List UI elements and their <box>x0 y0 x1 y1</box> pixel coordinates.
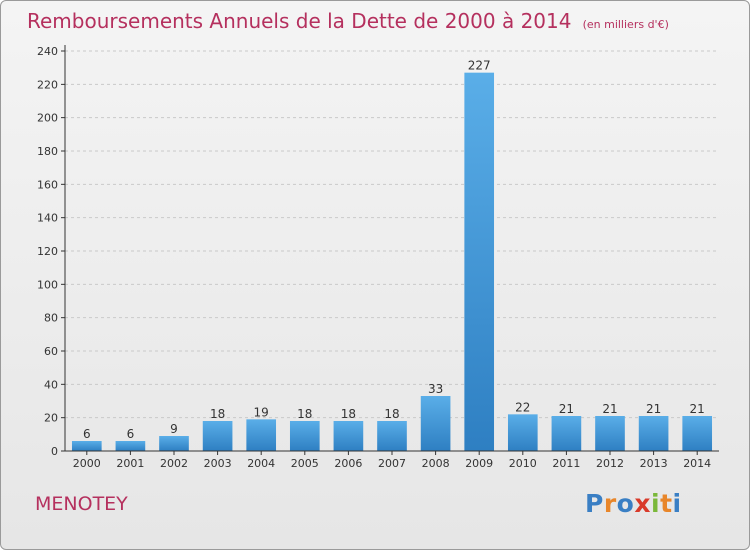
bar <box>159 436 189 451</box>
bar <box>464 72 495 452</box>
bar <box>71 441 102 451</box>
y-tick-label: 40 <box>44 378 58 391</box>
chart-title: Remboursements Annuels de la Dette de 20… <box>27 9 669 33</box>
x-tick-label: 2011 <box>552 457 580 470</box>
x-axis-ticks: 2000 2001 2002 2003 2004 2005 2006 2007 2008 2009… <box>73 451 711 470</box>
place-name: MENOTEY <box>35 493 128 515</box>
data-label: 21 <box>690 402 705 416</box>
x-tick-label: 2008 <box>422 457 450 470</box>
data-label: 33 <box>428 382 443 396</box>
bar <box>289 421 320 451</box>
bar <box>595 416 625 451</box>
data-labels: 6 6 9 18 19 18 18 18 33 227 22 21 21 21 21 <box>83 59 705 441</box>
bar <box>551 416 582 451</box>
bar <box>246 419 277 451</box>
logo-letter: o <box>616 489 635 518</box>
data-label: 22 <box>515 400 530 414</box>
bar <box>420 396 451 451</box>
bar <box>377 421 407 451</box>
logo-letter: r <box>603 489 617 518</box>
x-tick-label: 2005 <box>291 457 319 470</box>
y-tick-label: 20 <box>44 412 58 425</box>
y-tick-label: 120 <box>37 245 58 258</box>
logo-letter: P <box>585 489 604 518</box>
x-tick-label: 2009 <box>465 457 493 470</box>
x-tick-label: 2012 <box>596 457 624 470</box>
data-label: 18 <box>341 407 356 421</box>
y-tick-label: 160 <box>37 178 58 191</box>
y-tick-label: 240 <box>37 45 58 58</box>
y-tick-label: 220 <box>37 78 58 91</box>
logo-letter: x <box>634 489 651 518</box>
x-tick-label: 2000 <box>73 457 101 470</box>
y-axis-ticks: 0 20 40 60 80 100 120 140 160 180 200 220 240 <box>37 45 65 458</box>
bar <box>115 441 146 451</box>
logo-letter: t <box>660 489 673 518</box>
data-label: 6 <box>127 427 135 441</box>
x-tick-label: 2003 <box>204 457 232 470</box>
bar <box>638 416 669 451</box>
x-tick-label: 2007 <box>378 457 406 470</box>
data-label: 19 <box>254 405 269 419</box>
x-tick-label: 2006 <box>334 457 362 470</box>
data-label: 9 <box>170 422 178 436</box>
x-tick-label: 2013 <box>640 457 668 470</box>
x-tick-label: 2001 <box>116 457 144 470</box>
data-label: 6 <box>83 427 91 441</box>
data-label: 21 <box>559 402 574 416</box>
x-tick-label: 2002 <box>160 457 188 470</box>
bar <box>682 416 713 451</box>
data-label: 21 <box>646 402 661 416</box>
y-tick-label: 200 <box>37 112 58 125</box>
logo-letter: i <box>651 489 661 518</box>
x-tick-label: 2014 <box>683 457 711 470</box>
bar <box>507 414 538 451</box>
y-tick-label: 60 <box>44 345 58 358</box>
data-label: 21 <box>602 402 617 416</box>
x-tick-label: 2010 <box>509 457 537 470</box>
y-tick-label: 80 <box>44 312 58 325</box>
y-tick-label: 140 <box>37 212 58 225</box>
data-label: 18 <box>297 407 312 421</box>
data-label: 227 <box>468 59 491 73</box>
logo-letter: i <box>672 489 682 518</box>
bar <box>202 421 233 451</box>
proxiti-logo: Proxiti <box>585 489 682 518</box>
bars <box>71 72 713 452</box>
data-label: 18 <box>384 407 399 421</box>
unit-note: (en milliers d'€) <box>582 18 669 31</box>
grid-lines <box>65 50 719 419</box>
axes <box>64 45 719 452</box>
y-tick-label: 0 <box>51 445 58 458</box>
bar <box>333 421 364 451</box>
x-tick-label: 2004 <box>247 457 275 470</box>
title-text: Remboursements Annuels de la Dette de 20… <box>27 9 572 33</box>
data-label: 18 <box>210 407 225 421</box>
y-tick-label: 180 <box>37 145 58 158</box>
y-tick-label: 100 <box>37 278 58 291</box>
